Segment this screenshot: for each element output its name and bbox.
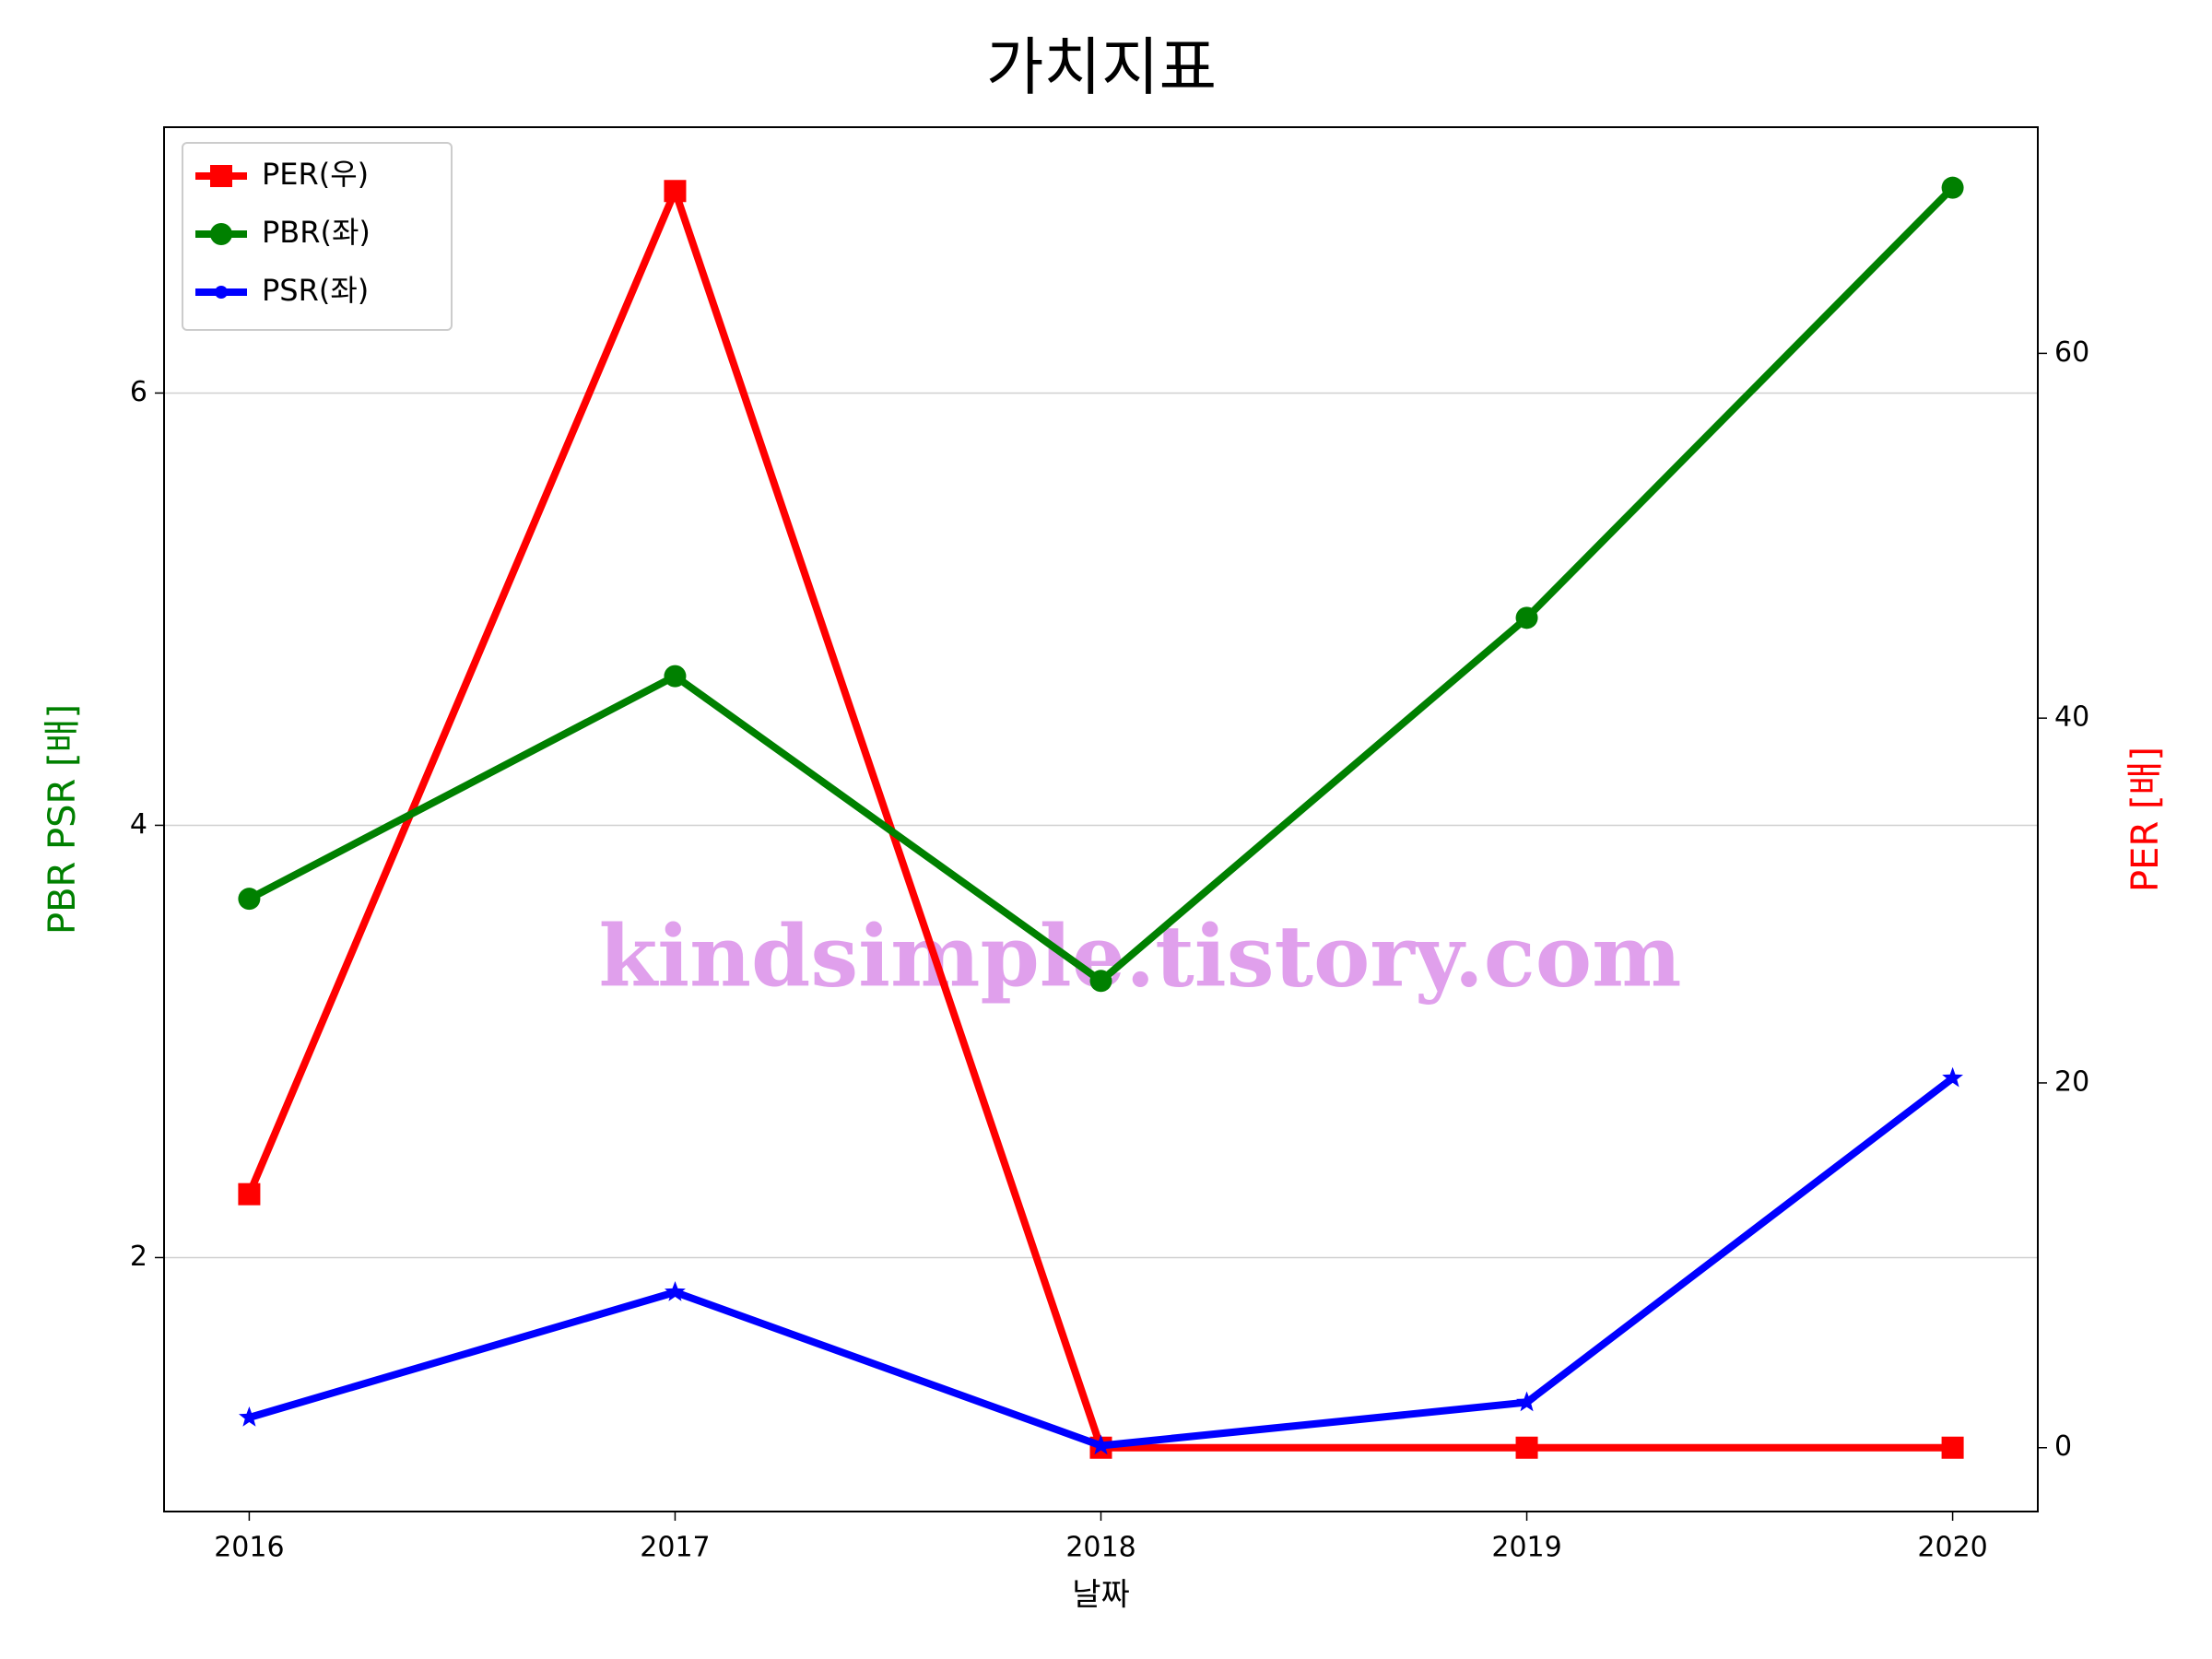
- legend-marker: [210, 223, 232, 245]
- marker: [1090, 1434, 1112, 1455]
- x-tick-label: 2016: [214, 1532, 284, 1564]
- x-tick-label: 2018: [1065, 1532, 1135, 1564]
- marker: [238, 888, 261, 911]
- y-tick-label: 2: [130, 1241, 147, 1273]
- marker: [1942, 1066, 1963, 1088]
- marker: [1941, 176, 1964, 199]
- legend-label: PER(우): [262, 157, 369, 192]
- legend-label: PSR(좌): [262, 273, 369, 308]
- marker: [664, 180, 687, 203]
- marker: [664, 665, 687, 688]
- y-tick-label: 4: [130, 808, 147, 841]
- y2-tick-label: 60: [2054, 336, 2089, 369]
- marker: [1515, 1436, 1538, 1459]
- x-tick-label: 2017: [640, 1532, 710, 1564]
- marker: [665, 1281, 686, 1301]
- y2-tick-label: 0: [2054, 1430, 2072, 1463]
- legend-label: PBR(좌): [262, 215, 371, 250]
- marker: [1941, 1436, 1964, 1459]
- marker: [1089, 970, 1112, 993]
- marker: [1515, 606, 1538, 629]
- x-axis-label: 날짜: [1072, 1577, 1130, 1614]
- marker: [238, 1182, 261, 1206]
- marker: [239, 1406, 260, 1427]
- axes-frame: [163, 126, 2039, 1512]
- legend-marker: [210, 165, 232, 187]
- y2-axis-label: PER [배]: [2124, 747, 2167, 892]
- legend-box: [182, 142, 453, 331]
- legend: PER(우) PBR(좌) PSR(좌): [182, 142, 453, 331]
- y2-tick-label: 20: [2054, 1065, 2089, 1098]
- legend-marker: [215, 286, 228, 299]
- series: [239, 1066, 1963, 1455]
- y-axis-label: PBR PSR [배]: [41, 704, 84, 935]
- watermark: kindsimple.tistory.com: [598, 907, 1681, 1006]
- y-tick-label: 6: [130, 376, 147, 408]
- chart-title: 가치지표: [986, 32, 1217, 105]
- marker: [1516, 1391, 1537, 1412]
- y2-tick-label: 40: [2054, 701, 2089, 734]
- x-tick-label: 2019: [1491, 1532, 1561, 1564]
- x-tick-label: 2020: [1917, 1532, 1987, 1564]
- series: [238, 176, 1964, 993]
